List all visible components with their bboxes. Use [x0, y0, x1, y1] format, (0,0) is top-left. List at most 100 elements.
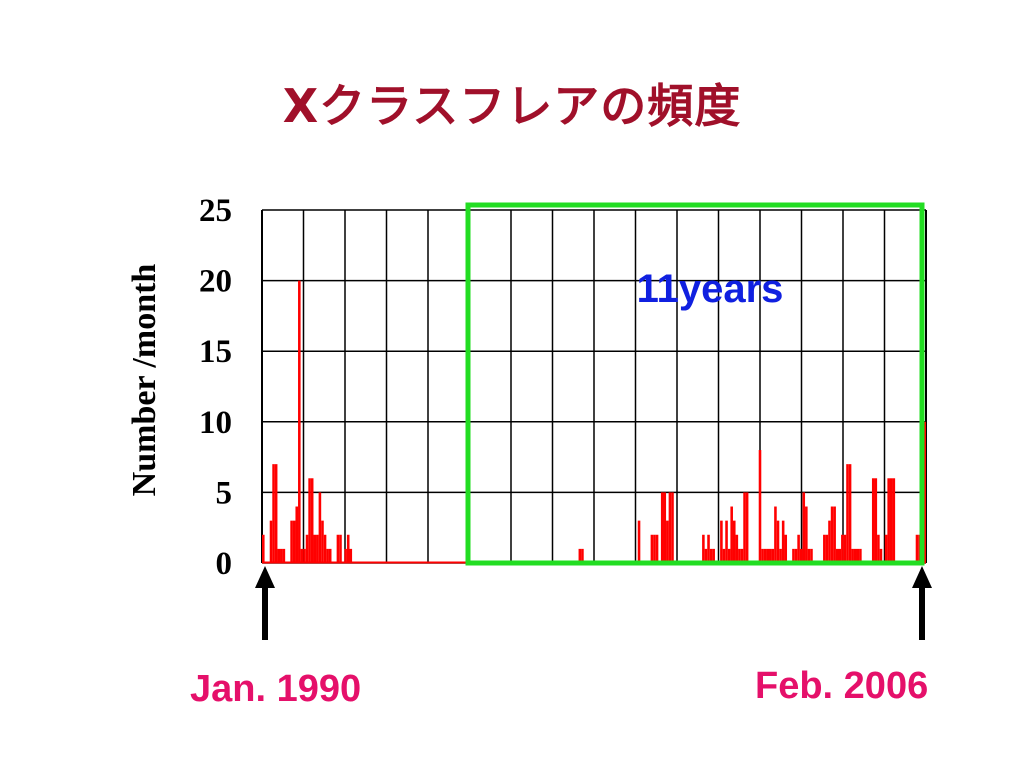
bar [846, 464, 849, 563]
bar [653, 534, 656, 563]
y-tick-label: 20 [199, 264, 232, 300]
bar [732, 520, 736, 563]
bar [871, 478, 875, 563]
bar [269, 520, 273, 563]
bar [277, 548, 281, 563]
bar [807, 548, 811, 563]
bar [825, 534, 829, 563]
bar [805, 506, 808, 563]
bar [797, 534, 800, 563]
bar [578, 548, 582, 563]
bar [779, 548, 782, 563]
bar [810, 548, 813, 563]
bar [704, 548, 708, 563]
bar [310, 478, 314, 563]
bar [303, 548, 306, 563]
bar [835, 548, 839, 563]
bar [799, 548, 803, 563]
bar [707, 534, 710, 563]
bar [923, 421, 926, 563]
bar [745, 492, 749, 563]
bar [851, 548, 854, 563]
bar [838, 548, 842, 563]
eleven-years-annotation: 11years [637, 267, 784, 311]
bar [666, 520, 669, 563]
bar [727, 548, 731, 563]
y-tick-label: 15 [199, 334, 232, 370]
bar [336, 534, 340, 563]
bar [668, 492, 672, 563]
bar [735, 534, 739, 563]
x-start-label: Jan. 1990 [190, 668, 362, 710]
slide-title: Xクラスフレアの頻度 [282, 79, 742, 133]
bar [874, 478, 878, 563]
bar [663, 492, 667, 563]
bar [349, 548, 353, 563]
bar [766, 548, 770, 563]
bar [295, 506, 299, 563]
bar [298, 280, 301, 563]
bar [853, 548, 857, 563]
bar [830, 506, 834, 563]
bar [305, 534, 309, 563]
bar [321, 520, 324, 563]
bar [887, 478, 890, 563]
y-tick-label: 0 [216, 546, 233, 582]
bar [709, 548, 713, 563]
bar [318, 492, 322, 563]
bar [280, 548, 283, 563]
bar [730, 506, 733, 563]
bar [722, 548, 726, 563]
bar [833, 506, 836, 563]
eleven-years-highlight-box [465, 202, 925, 566]
bar [660, 492, 664, 563]
bar [655, 534, 659, 563]
y-tick-label: 10 [199, 405, 232, 441]
bar [877, 534, 880, 563]
start-arrow-icon [255, 566, 275, 640]
bar [344, 548, 347, 563]
bar [841, 534, 844, 563]
y-tick-label: 25 [199, 193, 232, 229]
bar [650, 534, 654, 563]
bar [346, 534, 350, 563]
bar [823, 534, 826, 563]
bar [794, 548, 798, 563]
y-tick-label: 5 [216, 475, 233, 511]
bar [300, 548, 304, 563]
bar [328, 548, 332, 563]
bar [802, 492, 806, 563]
bar [272, 464, 275, 563]
end-arrow-icon [912, 566, 932, 640]
bar [738, 548, 741, 563]
bar [743, 492, 746, 563]
bar [262, 534, 265, 563]
bar [892, 478, 896, 563]
bar [274, 464, 278, 563]
bar [725, 520, 728, 563]
bar [769, 548, 772, 563]
bar [848, 464, 852, 563]
bar [784, 534, 788, 563]
chart-grid [261, 209, 927, 564]
bar [671, 492, 674, 563]
bar [323, 534, 327, 563]
bar [771, 548, 775, 563]
bar [308, 478, 311, 563]
bar [781, 520, 785, 563]
bar [712, 548, 715, 563]
bar [879, 548, 883, 563]
bar [581, 548, 584, 563]
bar [740, 548, 744, 563]
bar [720, 520, 723, 563]
x-end-label: Feb. 2006 [755, 665, 929, 707]
bar [313, 534, 317, 563]
bar [290, 520, 293, 563]
bar [915, 534, 919, 563]
bar [339, 534, 342, 563]
bar [859, 548, 862, 563]
bar [889, 478, 893, 563]
bar [282, 548, 286, 563]
